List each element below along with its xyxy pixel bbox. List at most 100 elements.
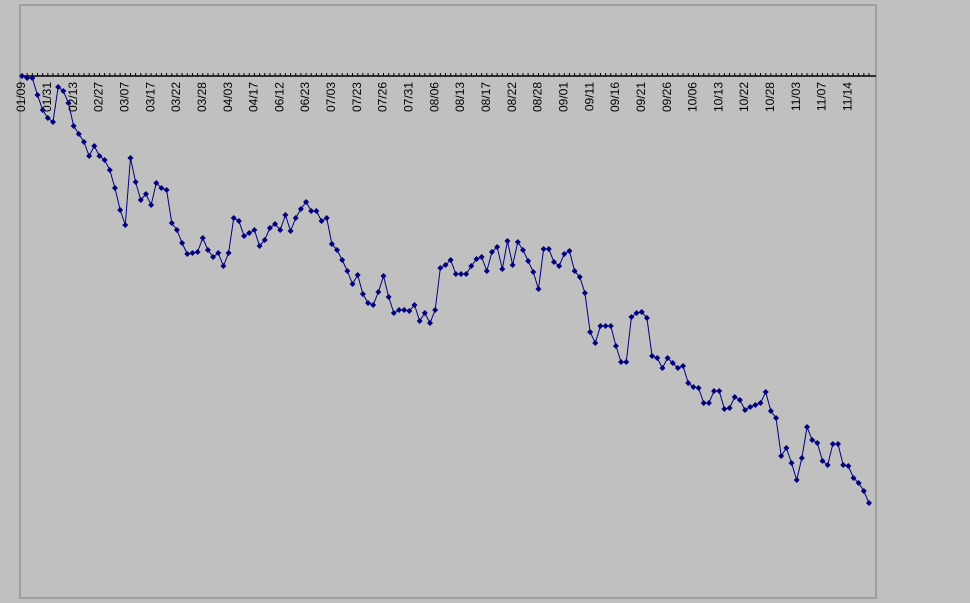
- data-point: [173, 227, 180, 233]
- data-point: [432, 307, 439, 313]
- x-tick-label: 10/06: [686, 82, 700, 112]
- x-tick-label: 11/07: [815, 82, 829, 111]
- data-point: [788, 460, 795, 466]
- data-point: [747, 404, 754, 410]
- data-point: [721, 406, 728, 412]
- data-point: [571, 268, 578, 274]
- data-point: [328, 241, 335, 247]
- data-point: [514, 239, 521, 245]
- data-point: [545, 246, 552, 252]
- x-tick-label: 10/22: [737, 82, 751, 112]
- data-point: [752, 402, 759, 408]
- data-point: [762, 389, 769, 395]
- x-tick-label: 04/03: [221, 82, 235, 112]
- data-point: [488, 249, 495, 255]
- data-point: [504, 238, 511, 244]
- data-point: [344, 268, 351, 274]
- x-tick-label: 09/16: [608, 82, 622, 112]
- data-point: [457, 271, 464, 277]
- data-point: [220, 263, 227, 269]
- data-point: [685, 380, 692, 386]
- x-tick-label: 01/09: [14, 82, 28, 112]
- data-point: [690, 384, 697, 390]
- data-point: [664, 355, 671, 361]
- x-tick-label: 02/13: [66, 82, 80, 112]
- data-point: [612, 343, 619, 349]
- data-point: [824, 462, 831, 468]
- data-point: [845, 463, 852, 469]
- data-point: [354, 272, 361, 278]
- data-point: [416, 318, 423, 324]
- data-point: [189, 250, 196, 256]
- data-point: [230, 215, 237, 221]
- data-point: [442, 262, 449, 268]
- data-point: [659, 365, 666, 371]
- data-point: [359, 291, 366, 297]
- x-tick-label: 08/28: [531, 82, 545, 112]
- data-point: [716, 388, 723, 394]
- data-point: [303, 199, 310, 205]
- data-point: [860, 488, 867, 494]
- data-point: [396, 307, 403, 313]
- data-point: [19, 73, 25, 79]
- data-point: [184, 251, 191, 257]
- data-point: [447, 257, 454, 263]
- data-point: [421, 310, 428, 316]
- data-point: [339, 257, 346, 263]
- data-point: [633, 310, 640, 316]
- data-point: [767, 408, 774, 414]
- data-point: [210, 254, 217, 260]
- data-point: [91, 143, 98, 149]
- data-point: [44, 115, 51, 121]
- data-point: [654, 355, 661, 361]
- x-tick-label: 08/17: [479, 82, 493, 112]
- data-point: [277, 227, 284, 233]
- data-point: [261, 237, 268, 243]
- data-point: [204, 247, 211, 253]
- data-point: [535, 286, 542, 292]
- data-point: [334, 247, 341, 253]
- data-point: [468, 263, 475, 269]
- data-point: [65, 100, 72, 106]
- data-point: [194, 249, 201, 255]
- data-point: [142, 191, 149, 197]
- data-point: [411, 302, 418, 308]
- x-tick-label: 01/31: [40, 82, 54, 112]
- data-point: [308, 208, 315, 214]
- data-point: [282, 212, 289, 218]
- data-point: [39, 107, 46, 113]
- data-point: [452, 271, 459, 277]
- data-point: [509, 262, 516, 268]
- data-point: [483, 268, 490, 274]
- data-point: [406, 308, 413, 314]
- data-point: [323, 215, 330, 221]
- data-point: [840, 462, 847, 468]
- data-point: [525, 258, 532, 264]
- data-point: [597, 323, 604, 329]
- x-tick-label: 08/06: [427, 82, 441, 112]
- data-point: [530, 269, 537, 275]
- data-point: [101, 157, 108, 163]
- data-point: [587, 329, 594, 335]
- data-point: [390, 310, 397, 316]
- data-point: [540, 246, 547, 252]
- x-tick-label: 06/12: [272, 82, 286, 112]
- data-point: [70, 123, 77, 129]
- data-point: [742, 407, 749, 413]
- data-point: [814, 440, 821, 446]
- data-point: [168, 220, 175, 226]
- data-point: [401, 307, 408, 313]
- data-point: [804, 424, 811, 430]
- data-point: [618, 359, 625, 365]
- data-point: [494, 244, 501, 250]
- x-tick-label: 11/14: [841, 82, 855, 111]
- x-tick-label: 09/21: [634, 82, 648, 112]
- data-point: [499, 266, 506, 272]
- data-point: [153, 180, 160, 186]
- x-tick-label: 02/27: [92, 82, 106, 112]
- x-tick-label: 09/11: [582, 82, 596, 111]
- data-point: [427, 320, 434, 326]
- data-point: [96, 153, 103, 159]
- data-point: [581, 290, 588, 296]
- data-point: [850, 475, 857, 481]
